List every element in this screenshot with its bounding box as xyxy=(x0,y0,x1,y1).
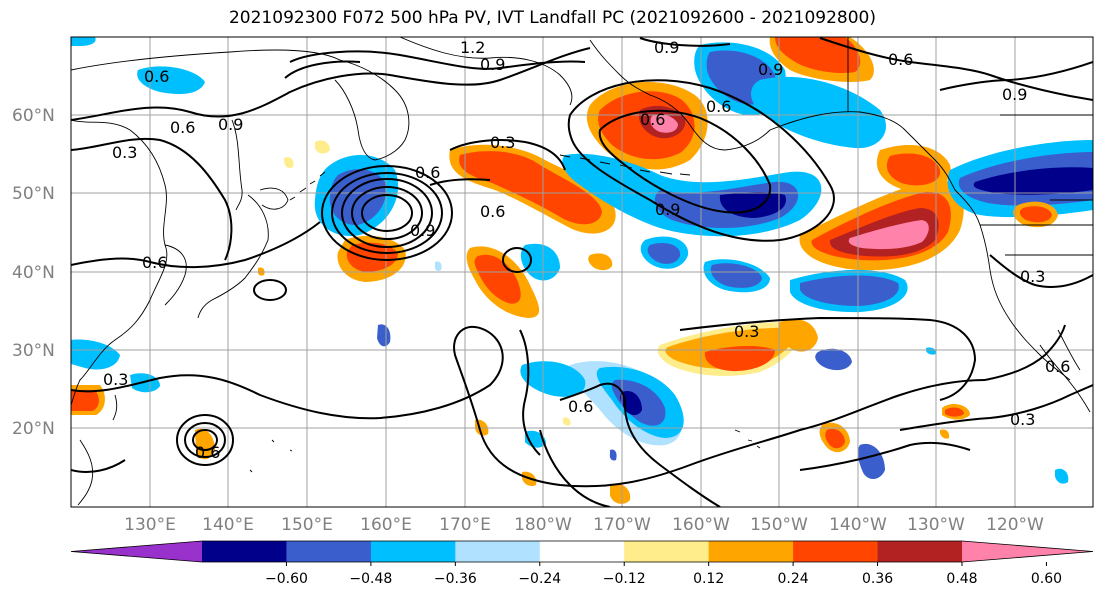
contour-label: 0.3 xyxy=(103,370,128,389)
colorbar-tick-label: 0.12 xyxy=(693,571,724,587)
colorbar-tick-label: −0.12 xyxy=(603,571,646,587)
colorbar-tick-label: −0.36 xyxy=(434,571,477,587)
colorbar: −0.60 −0.48 −0.36 −0.24 −0.12 0.12 0.24 0.36 0.4… xyxy=(70,540,1094,587)
contour-label: 0.3 xyxy=(112,143,137,162)
lon-label: 130°W xyxy=(907,515,965,535)
contour-label: 0.6 xyxy=(640,110,665,129)
contour-label: 0.9 xyxy=(480,55,505,74)
contour-label: 0.3 xyxy=(734,322,759,341)
map-title: 2021092300 F072 500 hPa PV, IVT Landfall… xyxy=(228,8,876,28)
lon-label: 150°W xyxy=(750,515,808,535)
colorbar-outline xyxy=(70,540,1094,563)
colorbar-swatch xyxy=(455,541,541,562)
colorbar-tick-label: −0.24 xyxy=(518,571,561,587)
contour-label: 0.6 xyxy=(1045,357,1070,376)
lat-label: 40°N xyxy=(12,263,55,283)
lon-label: 160°W xyxy=(672,515,730,535)
contour-label: 0.6 xyxy=(142,253,167,272)
contour-label: 0.9 xyxy=(410,221,435,240)
contour-label: 0.6 xyxy=(195,443,220,462)
map-frame xyxy=(70,36,1094,508)
pv-contours xyxy=(71,37,1093,507)
contour-label: 0.6 xyxy=(144,67,169,86)
contour-label: 0.3 xyxy=(490,133,515,152)
contour-label: 0.6 xyxy=(170,118,195,137)
lat-label: 60°N xyxy=(12,106,55,126)
colorbar-tick-label: 0.24 xyxy=(778,571,809,587)
colorbar-tick-label: 0.60 xyxy=(1031,571,1062,587)
colorbar-swatch xyxy=(877,541,963,562)
colorbar-swatch xyxy=(708,541,794,562)
contour-label: 0.6 xyxy=(480,202,505,221)
lon-label: 120°W xyxy=(986,515,1044,535)
contour-label: 0.6 xyxy=(888,50,913,69)
contour-label: 0.6 xyxy=(415,163,440,182)
lon-label: 170°W xyxy=(593,515,651,535)
colorbar-tick-label: −0.48 xyxy=(349,571,392,587)
colorbar-swatch xyxy=(286,541,372,562)
contour-label: 0.9 xyxy=(758,60,783,79)
contour-label: 0.3 xyxy=(1020,267,1045,286)
colorbar-extend-high xyxy=(962,541,1093,562)
map-plot-area: 1.2 0.9 0.9 0.6 0.6 0.9 0.6 0.3 0.3 0.6 … xyxy=(71,37,1093,507)
lon-label: 140°W xyxy=(829,515,887,535)
colorbar-tick-label: 0.36 xyxy=(862,571,893,587)
contour-label: 0.6 xyxy=(706,97,731,116)
latitude-labels: 60°N 50°N 40°N 30°N 20°N xyxy=(12,106,55,439)
contour-label: 1.2 xyxy=(460,38,485,57)
lat-label: 30°N xyxy=(12,341,55,361)
contour-label: 0.6 xyxy=(568,397,593,416)
contour-label: 0.9 xyxy=(218,115,243,134)
lon-label: 160°E xyxy=(360,515,412,535)
lon-label: 150°E xyxy=(281,515,333,535)
lon-label: 130°E xyxy=(124,515,176,535)
colorbar-swatch xyxy=(370,541,456,562)
contour-label: 0.9 xyxy=(655,200,680,219)
longitude-labels: 130°E 140°E 150°E 160°E 170°E 180°W 170°… xyxy=(124,515,1044,535)
lat-label: 20°N xyxy=(12,419,55,439)
contour-label: 0.9 xyxy=(1002,85,1027,104)
contour-labels: 1.2 0.9 0.9 0.6 0.6 0.9 0.6 0.3 0.3 0.6 … xyxy=(103,38,1070,462)
colorbar-tick-label: −0.60 xyxy=(265,571,308,587)
lat-label: 50°N xyxy=(12,184,55,204)
lon-label: 180°W xyxy=(514,515,572,535)
colorbar-swatch xyxy=(539,541,625,562)
lon-label: 170°E xyxy=(439,515,491,535)
colorbar-swatch xyxy=(793,541,879,562)
colorbar-extend-low xyxy=(71,541,202,562)
contour-label: 0.9 xyxy=(654,38,679,57)
colorbar-swatch xyxy=(202,541,287,562)
colorbar-swatch xyxy=(624,541,710,562)
lon-label: 140°E xyxy=(202,515,254,535)
coastlines xyxy=(71,37,1093,506)
contour-label: 0.3 xyxy=(1010,410,1035,429)
colorbar-tick-label: 0.48 xyxy=(946,571,977,587)
